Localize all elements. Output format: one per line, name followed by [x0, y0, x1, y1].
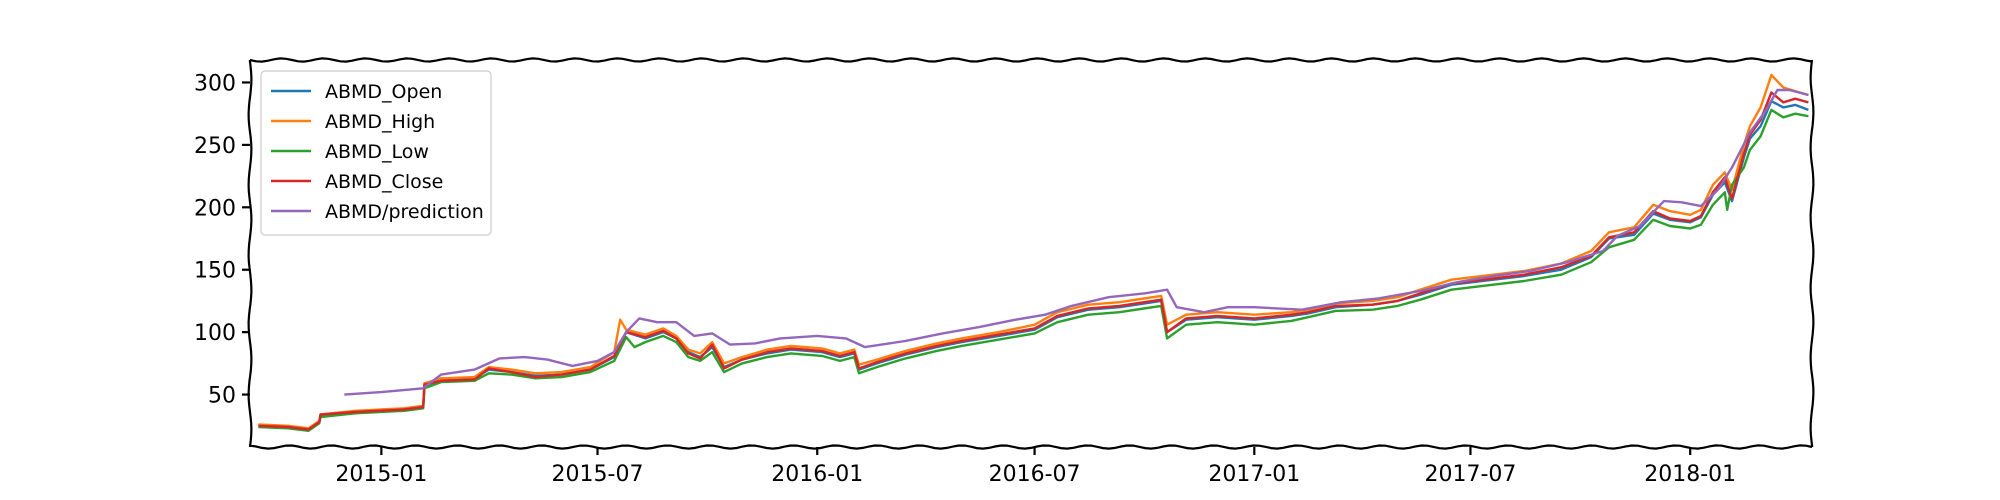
- series-layer: [258, 73, 1809, 432]
- y-tick-label: 150: [194, 259, 236, 284]
- y-tick-label: 250: [194, 134, 236, 159]
- x-tick-label: 2017-07: [1425, 462, 1517, 487]
- legend-label: ABMD_Close: [325, 171, 443, 193]
- y-tick-label: 200: [194, 196, 236, 221]
- x-tick-label: 2017-01: [1208, 462, 1300, 487]
- series-line-abmd-low: [258, 108, 1809, 432]
- x-tick-label: 2016-07: [989, 462, 1081, 487]
- y-tick-label: 50: [208, 384, 236, 409]
- y-tick-label: 300: [194, 71, 236, 96]
- x-tick-label: 2018-01: [1644, 462, 1736, 487]
- y-tick-label: 100: [194, 321, 236, 346]
- series-line-abmd-prediction: [344, 88, 1809, 396]
- series-line-abmd-close: [258, 91, 1809, 431]
- x-tick-label: 2016-01: [771, 462, 863, 487]
- legend-label: ABMD/prediction: [325, 201, 484, 223]
- legend: ABMD_Open ABMD_High ABMD_Low ABMD_Close ABMD…: [260, 70, 492, 236]
- legend-box: [260, 70, 492, 236]
- legend-label: ABMD_Low: [325, 141, 429, 163]
- series-line-abmd-high: [258, 73, 1809, 430]
- x-tick-label: 2015-07: [552, 462, 644, 487]
- axes-layer: 2015-01 2015-07 2016-01 2016-07 2017-01 2017-…: [194, 71, 1736, 487]
- plot-frame: [247, 57, 1815, 450]
- legend-label: ABMD_Open: [325, 81, 442, 103]
- legend-label: ABMD_High: [325, 111, 435, 133]
- x-tick-label: 2015-01: [335, 462, 427, 487]
